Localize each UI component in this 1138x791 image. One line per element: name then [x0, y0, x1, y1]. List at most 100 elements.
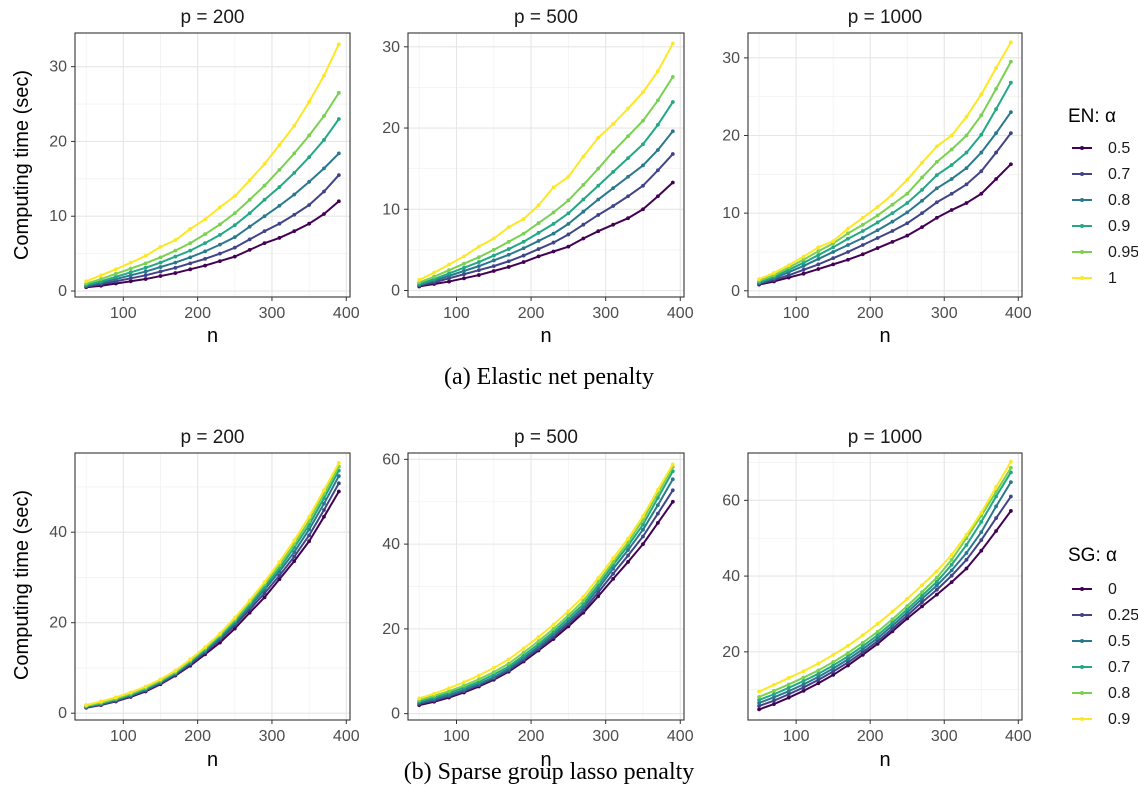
legend-label: 0.5: [1108, 140, 1130, 157]
data-point: [670, 100, 675, 104]
series-line-0.8: [85, 466, 340, 707]
data-point: [277, 143, 282, 148]
data-point: [920, 211, 924, 216]
data-point: [801, 254, 806, 259]
data-point: [964, 182, 969, 187]
data-point: [994, 107, 998, 111]
data-point: [521, 239, 526, 244]
data-point: [964, 543, 969, 547]
data-point: [262, 580, 267, 584]
legend-key-point: [1080, 172, 1084, 176]
data-point: [491, 269, 496, 273]
data-point: [188, 241, 193, 246]
data-point: [336, 489, 341, 494]
data-point: [1008, 131, 1013, 136]
data-point: [232, 211, 237, 216]
data-point: [801, 685, 806, 690]
data-point: [521, 253, 526, 258]
legend-key-point: [1080, 691, 1084, 695]
data-point: [1008, 465, 1013, 470]
x-tick-label: 200: [857, 728, 884, 745]
legend-item: 0.9: [1072, 218, 1130, 235]
data-point: [816, 671, 821, 676]
data-point: [596, 590, 601, 595]
data-point: [670, 129, 675, 134]
data-point: [292, 212, 297, 217]
data-point: [536, 635, 541, 639]
data-point: [846, 660, 850, 665]
data-point: [786, 695, 791, 700]
data-point: [831, 256, 836, 261]
data-point: [816, 677, 821, 682]
data-point: [979, 530, 984, 535]
y-tick-label: 40: [49, 524, 67, 541]
data-point: [875, 205, 880, 209]
data-point: [292, 123, 297, 128]
data-point: [641, 163, 645, 168]
data-point: [757, 694, 762, 699]
data-point: [491, 253, 496, 258]
data-point: [188, 255, 193, 260]
data-point: [521, 246, 526, 251]
data-point: [860, 640, 865, 645]
data-point: [158, 677, 163, 682]
data-point: [476, 268, 481, 273]
data-point: [476, 677, 481, 682]
data-point: [262, 161, 267, 166]
data-point: [432, 691, 437, 696]
y-tick-label: 40: [722, 568, 740, 585]
data-point: [432, 274, 437, 279]
y-tick-label: 10: [382, 201, 400, 218]
y-tick-label: 20: [49, 133, 67, 150]
series-line-0.8: [758, 111, 1012, 284]
legend-label: 0.25: [1108, 607, 1138, 624]
data-point: [566, 609, 571, 613]
data-point: [670, 74, 675, 79]
data-point: [786, 263, 791, 268]
data-point: [232, 223, 237, 228]
series-line-0.9: [418, 463, 674, 700]
series-line-0.25: [85, 482, 340, 709]
data-point: [447, 271, 451, 276]
data-point: [566, 198, 571, 203]
data-point: [536, 221, 541, 225]
data-point: [860, 647, 865, 652]
data-point: [506, 247, 511, 251]
data-point: [979, 113, 984, 118]
legend-label: 1: [1108, 270, 1117, 287]
x-tick-label: 100: [783, 305, 810, 322]
data-point: [626, 134, 630, 139]
data-point: [655, 148, 660, 152]
data-point: [816, 249, 821, 254]
legend-item: 0.5: [1072, 140, 1130, 157]
x-tick-label: 100: [443, 305, 470, 322]
data-point: [203, 249, 207, 254]
data-point: [979, 538, 984, 543]
data-point: [113, 267, 118, 272]
series-line-0.25: [418, 489, 674, 705]
series-line-0.95: [418, 76, 674, 284]
y-tick-label: 20: [382, 621, 400, 638]
data-point: [846, 663, 850, 668]
data-point: [920, 604, 924, 609]
data-point: [949, 191, 954, 196]
data-point: [476, 244, 481, 249]
data-point: [816, 674, 821, 679]
data-point: [307, 539, 312, 544]
data-point: [158, 260, 163, 265]
series-line-0.8: [758, 467, 1012, 698]
data-point: [846, 657, 850, 662]
data-point: [934, 592, 939, 597]
series-line-0.9: [418, 101, 674, 285]
data-point: [626, 553, 630, 558]
data-point: [158, 269, 163, 274]
data-point: [831, 663, 836, 668]
data-point: [920, 175, 924, 180]
data-point: [641, 542, 645, 547]
data-point: [994, 529, 998, 533]
data-point: [462, 272, 466, 277]
x-tick-label: 300: [931, 728, 958, 745]
data-point: [611, 222, 616, 227]
data-point: [831, 673, 836, 677]
data-point: [596, 594, 601, 599]
